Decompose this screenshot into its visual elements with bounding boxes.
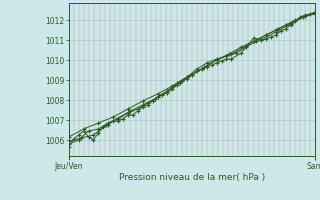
- X-axis label: Pression niveau de la mer( hPa ): Pression niveau de la mer( hPa ): [119, 173, 265, 182]
